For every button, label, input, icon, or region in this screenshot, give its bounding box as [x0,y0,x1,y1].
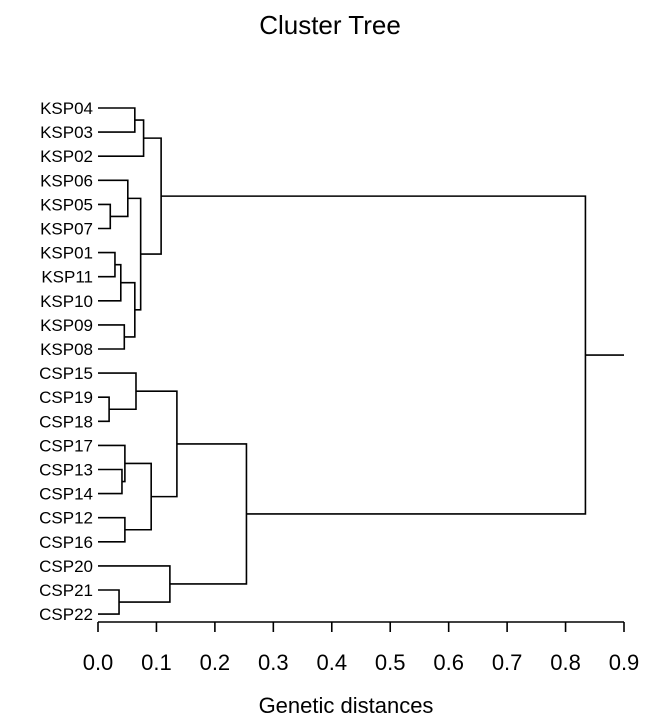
leaf-label: CSP14 [39,485,93,504]
leaf-label: CSP16 [39,533,93,552]
leaf-label: KSP06 [40,171,93,190]
leaf-label: KSP01 [40,244,93,263]
x-tick-label: 0.6 [433,650,464,675]
leaf-label: KSP10 [40,292,93,311]
x-tick-label: 0.5 [375,650,406,675]
dendrogram-branch [98,444,126,483]
leaf-label: CSP17 [39,436,93,455]
x-tick-label: 0.7 [492,650,523,675]
dendrogram-branch [98,516,126,543]
x-tick-label: 0.1 [141,650,172,675]
leaf-label: CSP21 [39,581,93,600]
dendrogram-branch [127,197,142,311]
dendrogram-branch [98,263,122,302]
dendrogram-branch [169,443,248,585]
x-tick-label: 0.2 [200,650,231,675]
leaf-label: CSP20 [39,557,93,576]
chart-title: Cluster Tree [259,10,401,40]
leaf-label: CSP15 [39,364,93,383]
x-tick-label: 0.4 [316,650,347,675]
leaf-labels: KSP04 KSP03 KSP02 KSP06 KSP05 KSP07 KSP01 KSP11… [39,99,93,624]
dendrogram-branches [98,107,624,615]
x-axis-title: Genetic distances [259,693,434,718]
leaf-label: KSP09 [40,316,93,335]
leaf-label: KSP04 [40,99,93,118]
dendrogram-branch [98,372,137,411]
leaf-label: CSP18 [39,412,93,431]
leaf-label: KSP08 [40,340,93,359]
dendrogram-branch [98,324,126,350]
dendrogram-branch [98,119,145,157]
x-tick-label: 0.8 [550,650,581,675]
leaf-label: CSP12 [39,509,93,528]
x-tick-label: 0.3 [258,650,289,675]
leaf-label: KSP07 [40,220,93,239]
leaf-label: CSP13 [39,461,93,480]
dendrogram-branch [98,468,123,495]
leaf-label: KSP05 [40,195,93,214]
dendrogram-branch [98,179,129,218]
dendrogram-branch [135,390,178,498]
leaf-label: CSP19 [39,388,93,407]
x-tick-label: 0.9 [609,650,640,675]
leaf-label: KSP11 [41,268,93,287]
leaf-label: KSP03 [40,123,93,142]
dendrogram-branch [161,195,587,515]
dendrogram-branch [98,565,171,603]
dendrogram-branch [98,396,110,423]
dendrogram-branch [120,281,136,338]
x-axis: 0.0 0.1 0.2 0.3 0.4 0.5 0.6 0.7 0.8 0.9 [83,621,640,675]
dendrogram-branch [98,107,136,133]
dendrogram-branch [124,462,152,531]
leaf-label: CSP22 [39,605,93,624]
dendrogram-branch [98,251,116,278]
x-tick-label: 0.0 [83,650,114,675]
dendrogram-branch [98,589,120,615]
dendrogram-branch [98,203,112,230]
leaf-label: KSP02 [40,147,93,166]
